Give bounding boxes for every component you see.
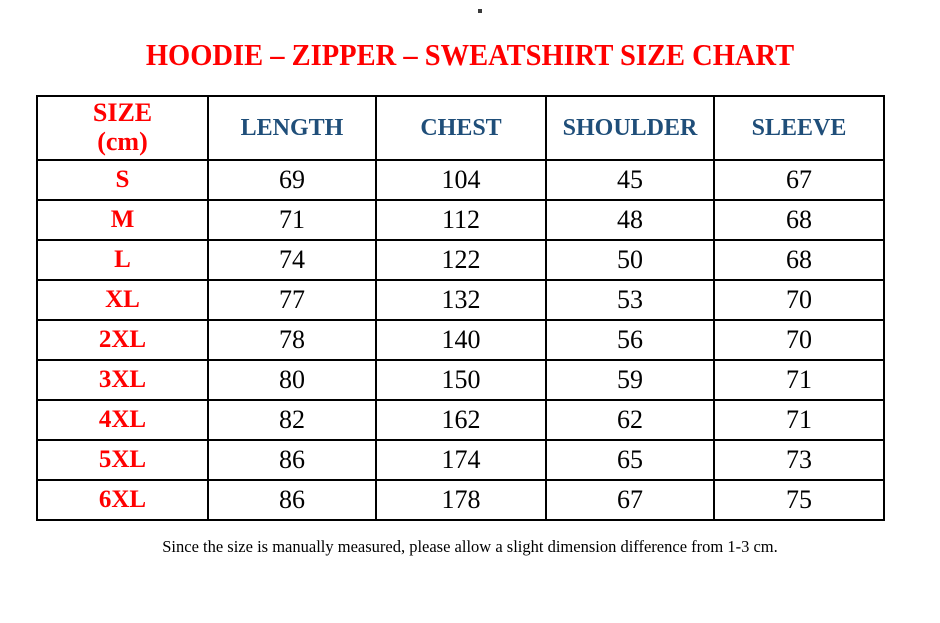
column-header-size: SIZE (cm) bbox=[36, 95, 209, 161]
size-label: 3XL bbox=[36, 359, 209, 401]
length-value: 69 bbox=[207, 159, 377, 201]
size-label: S bbox=[36, 159, 209, 201]
chest-value: 112 bbox=[375, 199, 547, 241]
length-value: 71 bbox=[207, 199, 377, 241]
footer-note: Since the size is manually measured, ple… bbox=[162, 537, 778, 556]
column-header-sleeve: SLEEVE bbox=[713, 95, 885, 161]
size-label: 4XL bbox=[36, 399, 209, 441]
table-row-s: S 69 104 45 67 bbox=[36, 159, 885, 201]
chest-value: 140 bbox=[375, 319, 547, 361]
table-row-5xl: 5XL 86 174 65 73 bbox=[36, 439, 885, 481]
chest-value: 178 bbox=[375, 479, 547, 521]
length-value: 74 bbox=[207, 239, 377, 281]
page-title: HOODIE – ZIPPER – SWEATSHIRT SIZE CHART bbox=[145, 37, 795, 72]
table-row-6xl: 6XL 86 178 67 75 bbox=[36, 479, 885, 521]
shoulder-value: 50 bbox=[545, 239, 715, 281]
length-value: 86 bbox=[207, 439, 377, 481]
size-chart-table: SIZE (cm) LENGTH CHEST SHOULDER SLEEVE S… bbox=[36, 95, 885, 521]
sleeve-value: 67 bbox=[713, 159, 885, 201]
size-label: XL bbox=[36, 279, 209, 321]
size-header-line2: (cm) bbox=[97, 127, 148, 156]
shoulder-value: 56 bbox=[545, 319, 715, 361]
sleeve-value: 71 bbox=[713, 399, 885, 441]
chest-value: 150 bbox=[375, 359, 547, 401]
shoulder-value: 65 bbox=[545, 439, 715, 481]
table-row-3xl: 3XL 80 150 59 71 bbox=[36, 359, 885, 401]
table-header-row: SIZE (cm) LENGTH CHEST SHOULDER SLEEVE bbox=[36, 95, 885, 161]
length-value: 82 bbox=[207, 399, 377, 441]
length-value: 77 bbox=[207, 279, 377, 321]
shoulder-value: 59 bbox=[545, 359, 715, 401]
chest-value: 132 bbox=[375, 279, 547, 321]
chest-value: 162 bbox=[375, 399, 547, 441]
table-row-m: M 71 112 48 68 bbox=[36, 199, 885, 241]
table-row-2xl: 2XL 78 140 56 70 bbox=[36, 319, 885, 361]
size-label: 2XL bbox=[36, 319, 209, 361]
length-value: 86 bbox=[207, 479, 377, 521]
sleeve-value: 75 bbox=[713, 479, 885, 521]
shoulder-value: 67 bbox=[545, 479, 715, 521]
shoulder-value: 48 bbox=[545, 199, 715, 241]
shoulder-value: 62 bbox=[545, 399, 715, 441]
shoulder-value: 53 bbox=[545, 279, 715, 321]
size-label: 5XL bbox=[36, 439, 209, 481]
size-table-body: S 69 104 45 67 M 71 112 48 68 L 74 122 5… bbox=[36, 159, 885, 521]
length-value: 78 bbox=[207, 319, 377, 361]
chest-value: 174 bbox=[375, 439, 547, 481]
table-row-l: L 74 122 50 68 bbox=[36, 239, 885, 281]
size-label: 6XL bbox=[36, 479, 209, 521]
column-header-shoulder: SHOULDER bbox=[545, 95, 715, 161]
sleeve-value: 68 bbox=[713, 199, 885, 241]
sleeve-value: 70 bbox=[713, 319, 885, 361]
table-row-4xl: 4XL 82 162 62 71 bbox=[36, 399, 885, 441]
length-value: 80 bbox=[207, 359, 377, 401]
column-header-length: LENGTH bbox=[207, 95, 377, 161]
column-header-chest: CHEST bbox=[375, 95, 547, 161]
sleeve-value: 73 bbox=[713, 439, 885, 481]
stray-dot-mark bbox=[478, 9, 482, 13]
shoulder-value: 45 bbox=[545, 159, 715, 201]
sleeve-value: 71 bbox=[713, 359, 885, 401]
size-header-line1: SIZE bbox=[92, 98, 153, 128]
sleeve-value: 68 bbox=[713, 239, 885, 281]
chest-value: 122 bbox=[375, 239, 547, 281]
sleeve-value: 70 bbox=[713, 279, 885, 321]
chest-value: 104 bbox=[375, 159, 547, 201]
size-label: L bbox=[36, 239, 209, 281]
table-row-xl: XL 77 132 53 70 bbox=[36, 279, 885, 321]
size-label: M bbox=[36, 199, 209, 241]
